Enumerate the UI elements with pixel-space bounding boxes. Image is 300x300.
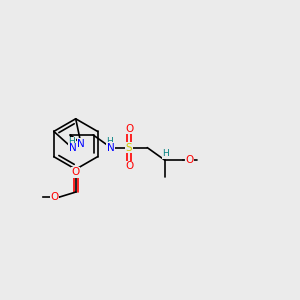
Text: O: O	[125, 124, 133, 134]
Text: O: O	[72, 167, 80, 177]
Text: N: N	[77, 139, 85, 148]
Text: O: O	[51, 192, 59, 202]
Text: H: H	[69, 137, 75, 146]
Text: O: O	[125, 161, 133, 171]
Text: H: H	[106, 136, 113, 146]
Text: S: S	[126, 142, 132, 153]
Text: H: H	[162, 149, 169, 158]
Text: N: N	[69, 143, 76, 153]
Text: N: N	[107, 142, 115, 153]
Text: O: O	[185, 155, 193, 165]
